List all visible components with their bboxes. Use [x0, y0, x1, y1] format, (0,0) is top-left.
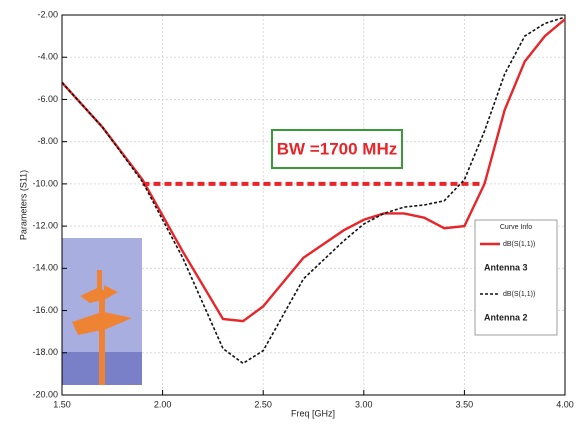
y-tick-label: -16.00 — [32, 305, 58, 315]
inset-feed — [99, 290, 105, 385]
y-tick-label: -2.00 — [37, 9, 58, 19]
y-tick-label: -8.00 — [37, 136, 58, 146]
legend-label: dB(S(1,1)) — [503, 291, 535, 298]
legend-title: Curve Info — [500, 224, 532, 231]
x-axis-label: Freq [GHz] — [291, 408, 335, 418]
x-tick-label: 4.00 — [556, 399, 574, 409]
y-axis-label: Parameters (S11) — [18, 170, 28, 240]
legend-entry: Antenna 3 — [484, 262, 528, 272]
x-tick-label: 3.00 — [355, 399, 373, 409]
x-tick-label: 1.50 — [53, 399, 71, 409]
annotation: BW =1700 MHz — [277, 139, 397, 158]
legend-label: dB(S(1,1)) — [503, 241, 535, 248]
x-tick-label: 3.50 — [456, 399, 474, 409]
y-tick-label: -12.00 — [32, 220, 58, 230]
chart: Freq [GHz] Parameters (S11) BW =1700 MHz… — [0, 0, 576, 427]
legend-entry: Antenna 2 — [484, 312, 528, 322]
y-tick-label: -14.00 — [32, 263, 58, 273]
y-tick-label: -10.00 — [32, 178, 58, 188]
y-tick-label: -18.00 — [32, 347, 58, 357]
y-tick-label: -4.00 — [37, 52, 58, 62]
y-tick-label: -6.00 — [37, 94, 58, 104]
x-tick-label: 2.00 — [154, 399, 172, 409]
antenna-inset — [62, 238, 142, 385]
x-tick-label: 2.50 — [254, 399, 272, 409]
y-tick-label: -20.00 — [32, 389, 58, 399]
